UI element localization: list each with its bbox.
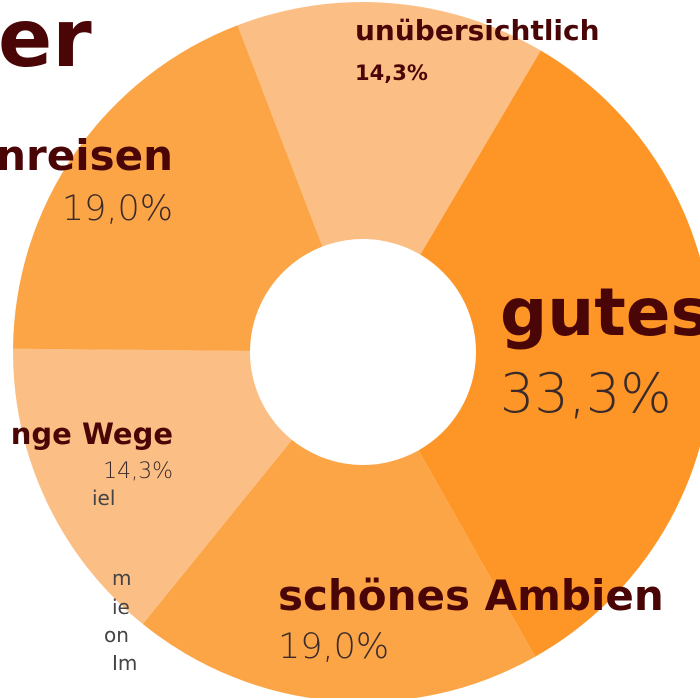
slice-value-label: 19,0% (62, 189, 173, 229)
slice-value-label: 19,0% (278, 627, 389, 667)
donut-slice (142, 439, 536, 698)
page-title: er (0, 0, 92, 85)
slice-value-label: 14,3% (103, 459, 173, 484)
donut-slice (418, 50, 700, 657)
body-text: ie (112, 595, 130, 619)
donut-slice (237, 2, 541, 255)
body-text: Im (112, 651, 137, 675)
body-text: iel (92, 486, 115, 510)
slice-label: nreisen (0, 131, 173, 180)
donut-slice (13, 25, 323, 351)
body-text: on (104, 623, 129, 647)
slice-value-label: 33,3% (500, 362, 672, 425)
slice-label: schönes Ambien (278, 571, 664, 620)
slice-value-label: 14,3% (355, 61, 428, 85)
slice-label: gutes (500, 274, 700, 351)
body-text: m (112, 566, 131, 590)
slice-label: nge Wege (11, 417, 173, 451)
donut-slice (13, 348, 292, 625)
slice-label: unübersichtlich (355, 14, 600, 47)
